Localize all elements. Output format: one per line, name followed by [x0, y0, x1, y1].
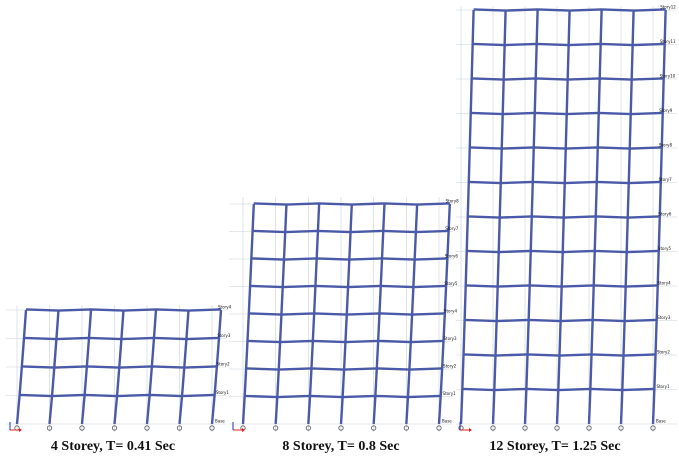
base-support	[111, 425, 118, 431]
deformed-frame	[458, 8, 667, 431]
base-support	[522, 425, 528, 431]
model-4-storey-frame: Story4 Story3 Story2 Story1 Base	[6, 305, 232, 432]
axis-triad-icon	[459, 422, 472, 432]
model-8-storey-frame: Story8 Story7 Story6 Story5 Story4 Story3 Stor…	[229, 197, 459, 432]
base-support	[305, 425, 311, 431]
storey-label: Story7	[659, 177, 673, 182]
background-grid	[456, 6, 677, 432]
frame-beam	[19, 393, 215, 398]
frame-beam	[25, 308, 222, 312]
caption-4-storey: 4 Storey, T= 0.41 Sec	[50, 439, 176, 454]
base-support	[46, 425, 53, 431]
storey-labels: Story8 Story7 Story6 Story5 Story4 Story3 Stor…	[442, 199, 459, 424]
axis-x-arrow	[242, 428, 245, 432]
frame-beam	[23, 336, 219, 341]
storey-labels: Story12 Story11 Story10 Story9 Story8 Story7 S…	[656, 5, 676, 424]
storey-label: Story2	[657, 350, 671, 355]
caption-12-storey: 12 Storey, T= 1.25 Sec	[489, 439, 621, 454]
frame-beam	[468, 180, 661, 185]
frame-beam	[251, 257, 448, 261]
storey-label: Story2	[217, 362, 231, 367]
axis-x-arrow	[469, 428, 472, 432]
frame-beam	[253, 202, 450, 206]
storey-label: Story6	[658, 212, 672, 217]
storey-label: Story3	[443, 336, 457, 341]
frame-beam	[21, 365, 217, 369]
storey-label: Story8	[659, 143, 673, 148]
base-support	[273, 425, 279, 431]
storey-label: Story9	[659, 108, 673, 113]
storey-label: Story10	[660, 74, 676, 79]
deformed-frame	[240, 202, 451, 431]
storey-label: Story2	[443, 364, 457, 369]
storey-label: Story11	[660, 39, 676, 44]
storey-label: Story1	[216, 390, 230, 395]
storey-label: Story5	[658, 246, 672, 251]
storey-label: Story12	[660, 5, 676, 10]
frame-beam	[473, 8, 666, 12]
frame-beam	[469, 146, 662, 150]
frame-beam	[246, 367, 443, 371]
storey-label: Story4	[218, 305, 232, 310]
frame-beam	[464, 318, 657, 323]
frame-beam	[252, 229, 449, 234]
storey-label: Story8	[446, 199, 460, 204]
base-support	[338, 425, 344, 431]
storey-label: Story4	[444, 309, 458, 314]
storey-label: Story6	[445, 254, 459, 259]
frame-beam	[467, 215, 660, 219]
storey-label: Base	[656, 419, 666, 424]
frame-beam	[472, 42, 665, 47]
frame-beam	[463, 353, 656, 357]
base-support	[209, 425, 215, 431]
deformed-frame	[14, 308, 223, 431]
frame-beam	[465, 284, 658, 288]
frame-beam	[471, 77, 664, 81]
axis-triad-icon	[9, 422, 22, 432]
frame-beam	[247, 339, 444, 344]
base-support	[436, 425, 442, 431]
storey-label: Story3	[657, 315, 671, 320]
frame-beam	[248, 312, 445, 316]
base-support	[554, 425, 560, 431]
storey-label: Base	[215, 419, 225, 424]
base-support	[490, 425, 496, 431]
storey-label: Story1	[656, 384, 670, 389]
base-support	[79, 425, 85, 431]
model-12-storey-frame: Story12 Story11 Story10 Story9 Story8 Story7 S…	[456, 5, 677, 432]
frame-beam	[462, 387, 655, 392]
storey-label: Story4	[658, 281, 672, 286]
base-support	[403, 425, 409, 431]
base-support	[586, 425, 592, 431]
frame-beam	[466, 249, 659, 254]
frame-beam	[470, 111, 663, 116]
storey-label: Base	[442, 419, 452, 424]
axis-triad-icon	[232, 422, 245, 432]
base-support	[371, 425, 377, 431]
axis-x-arrow	[19, 428, 22, 432]
storey-labels: Story4 Story3 Story2 Story1 Base	[215, 305, 232, 424]
storey-label: Story7	[445, 226, 459, 231]
base-support	[650, 425, 656, 431]
base-support	[144, 425, 150, 431]
frame-beam	[250, 284, 447, 289]
base-support	[618, 425, 624, 431]
base-support	[176, 425, 183, 431]
storey-label: Story3	[217, 333, 231, 338]
storey-label: Story5	[444, 281, 458, 286]
caption-8-storey: 8 Storey, T= 0.8 Sec	[282, 439, 400, 454]
storey-label: Story1	[443, 391, 457, 396]
frame-beam	[244, 394, 441, 399]
